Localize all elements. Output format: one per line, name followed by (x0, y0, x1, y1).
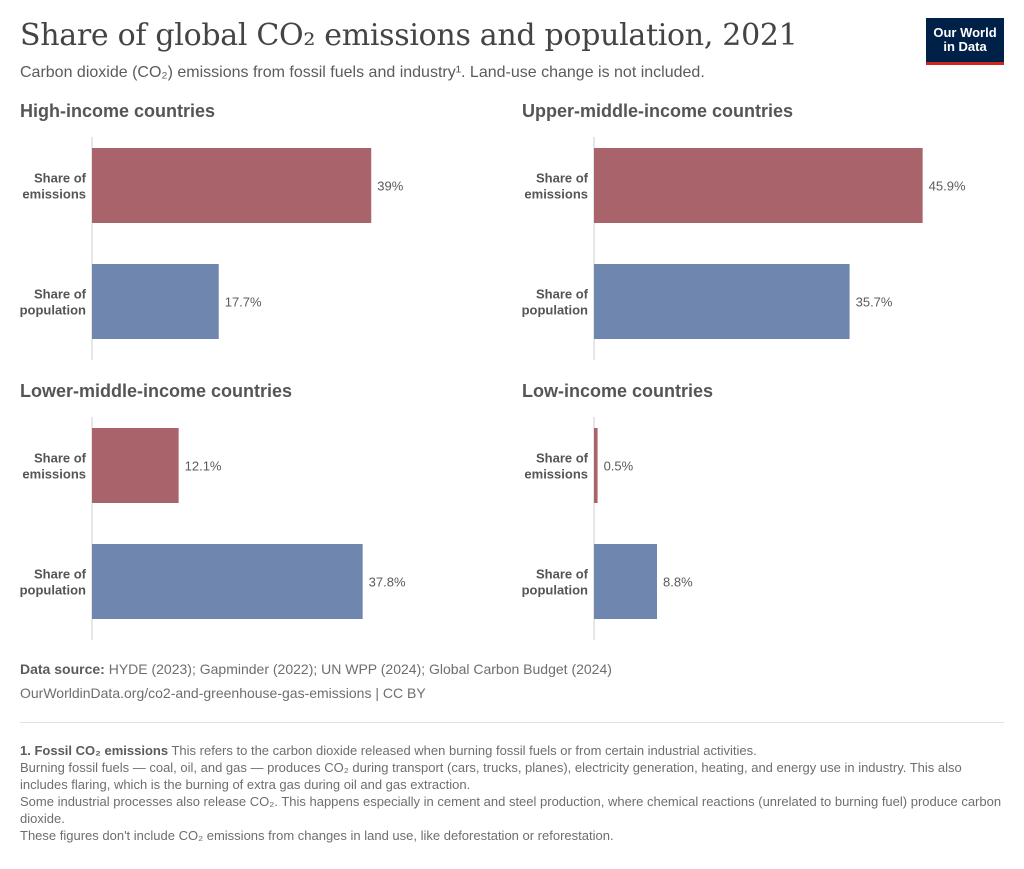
category-label: Share of (34, 287, 87, 302)
category-label: Share of (536, 451, 589, 466)
chart-title: Share of global CO₂ emissions and popula… (20, 18, 798, 53)
value-label: 0.5% (604, 459, 634, 474)
category-label: emissions (524, 467, 588, 482)
value-label: 17.7% (225, 295, 262, 310)
bar-emissions (92, 148, 372, 223)
data-source-text: HYDE (2023); Gapminder (2022); UN WPP (2… (104, 661, 612, 677)
category-label: Share of (536, 171, 589, 186)
value-label: 12.1% (185, 459, 222, 474)
bar-emissions (594, 148, 923, 223)
panel-title: Low-income countries (522, 381, 713, 401)
logo-line-1: Our World (933, 25, 997, 40)
category-label: population (522, 303, 588, 318)
bar-emissions (594, 428, 598, 503)
category-label: Share of (536, 567, 589, 582)
category-label: Share of (34, 171, 87, 186)
category-label: Share of (34, 451, 87, 466)
bar-population (92, 264, 219, 339)
owid-logo[interactable]: Our World in Data (926, 18, 1004, 65)
value-label: 45.9% (929, 179, 966, 194)
category-label: population (522, 583, 588, 598)
bar-emissions (92, 428, 179, 503)
source-url[interactable]: OurWorldinData.org/co2-and-greenhouse-ga… (20, 685, 426, 701)
logo-line-2: in Data (943, 39, 987, 54)
footnote-para-2: Burning fossil fuels — coal, oil, and ga… (20, 760, 962, 792)
bar-population (594, 544, 658, 619)
panel-title: Upper-middle-income countries (522, 101, 793, 121)
footnote-heading: 1. Fossil CO₂ emissions (20, 743, 169, 758)
data-source: Data source: HYDE (2023); Gapminder (202… (20, 661, 612, 677)
category-label: emissions (22, 467, 86, 482)
category-label: Share of (536, 287, 589, 302)
value-label: 8.8% (663, 575, 693, 590)
divider (20, 722, 1004, 723)
footnotes: 1. Fossil CO₂ emissions This refers to t… (20, 742, 1004, 844)
category-label: population (20, 303, 86, 318)
chart-subtitle: Carbon dioxide (CO₂) emissions from foss… (20, 64, 705, 81)
footnote-para-3: Some industrial processes also release C… (20, 794, 1002, 826)
value-label: 39% (377, 179, 403, 194)
footnote-lead: This refers to the carbon dioxide releas… (168, 743, 757, 758)
footnote-1: 1. Fossil CO₂ emissions This refers to t… (20, 742, 1004, 759)
panel-title: Lower-middle-income countries (20, 381, 292, 401)
category-label: emissions (524, 187, 588, 202)
category-label: Share of (34, 567, 87, 582)
footnote-para-4: These figures don't include CO₂ emission… (20, 828, 614, 843)
category-label: emissions (22, 187, 86, 202)
bar-population (594, 264, 850, 339)
bar-population (92, 544, 363, 619)
data-source-label: Data source: (20, 661, 105, 677)
value-label: 35.7% (856, 295, 893, 310)
value-label: 37.8% (369, 575, 406, 590)
category-label: population (20, 583, 86, 598)
panel-title: High-income countries (20, 101, 215, 121)
